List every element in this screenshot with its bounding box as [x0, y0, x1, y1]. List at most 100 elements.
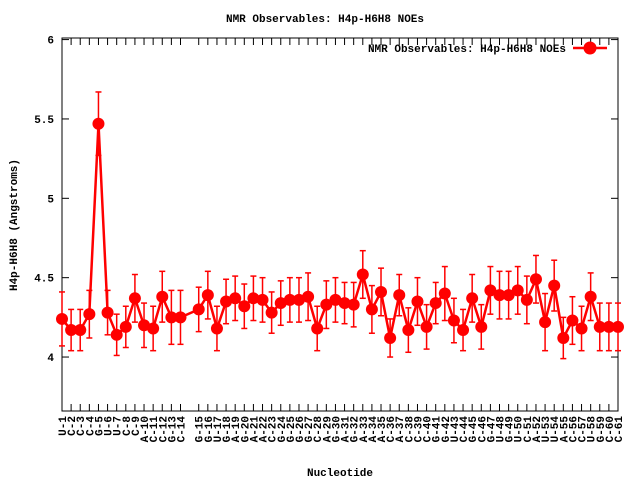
- data-point: [265, 306, 278, 319]
- x-tick-label: G-47: [486, 416, 498, 442]
- data-point: [110, 328, 123, 341]
- x-tick-label: A-31: [341, 416, 353, 443]
- x-tick-label: C-38: [404, 416, 416, 443]
- legend-label: NMR Observables: H4p-H6H8 NOEs: [368, 44, 566, 56]
- x-tick-label: G-24: [277, 416, 289, 443]
- x-tick-label: G-27: [304, 416, 316, 442]
- data-point: [156, 290, 169, 303]
- data-point: [92, 117, 105, 130]
- data-point: [83, 308, 96, 321]
- error-bars: [59, 91, 621, 360]
- data-point: [56, 312, 68, 325]
- x-tick-label: C-14: [176, 416, 188, 443]
- x-tick-label: A-29: [322, 416, 334, 442]
- data-point: [174, 311, 187, 324]
- x-tick-label: G-26: [295, 416, 307, 442]
- data-point: [283, 293, 296, 306]
- x-tick-label: A-10: [140, 416, 152, 442]
- x-tick-label: U-54: [550, 416, 562, 443]
- axis-ticks: [61, 38, 619, 411]
- x-tick-label: G-25: [286, 416, 298, 443]
- data-point: [447, 314, 460, 327]
- data-point: [229, 292, 242, 305]
- x-tick-label: C-12: [158, 416, 170, 442]
- x-tick-label: C-61: [614, 416, 626, 443]
- y-tick-labels: 4 4.5 5 5.5 6: [34, 36, 54, 365]
- x-tick-label: C-46: [477, 416, 489, 442]
- data-point: [566, 314, 579, 327]
- data-point: [548, 279, 561, 292]
- x-tick-label: U-48: [496, 416, 508, 443]
- x-tick-label: G-16: [204, 416, 216, 442]
- x-tick-label: G-45: [468, 416, 480, 443]
- x-tick-label: C-8: [122, 416, 134, 436]
- data-point: [220, 295, 233, 308]
- data-point: [165, 311, 178, 324]
- data-point: [429, 297, 442, 310]
- legend: NMR Observables: H4p-H6H8 NOEs: [368, 41, 607, 56]
- x-tick-label: A-21: [249, 416, 261, 443]
- data-point: [292, 293, 305, 306]
- x-tick-label: C-57: [578, 416, 590, 442]
- data-point: [502, 289, 515, 302]
- data-point: [74, 324, 87, 337]
- x-tick-label: A-35: [377, 416, 389, 443]
- data-point: [602, 320, 615, 333]
- x-tick-label: U-17: [213, 416, 225, 442]
- data-point: [101, 306, 114, 319]
- data-point: [138, 319, 151, 332]
- data-point: [338, 297, 351, 310]
- x-tick-label: C-3: [76, 416, 88, 436]
- x-tick-label: C-56: [568, 416, 580, 442]
- x-tick-label: C-9: [131, 416, 143, 436]
- data-point: [128, 292, 141, 305]
- x-tick-label: G-49: [505, 416, 517, 442]
- data-point: [302, 290, 315, 303]
- data-point: [557, 331, 570, 344]
- x-tick-label: C-39: [413, 416, 425, 442]
- x-tick-label: G-20: [240, 416, 252, 442]
- chart-title: NMR Observables: H4p-H6H8 NOEs: [226, 14, 424, 26]
- data-point: [329, 293, 342, 306]
- data-point: [384, 331, 397, 344]
- data-point: [466, 292, 479, 305]
- x-tick-label: U-6: [104, 416, 116, 436]
- y-tick-label: 5.5: [34, 115, 54, 127]
- data-point: [393, 289, 406, 302]
- legend-point-sample: [583, 41, 597, 55]
- x-tick-label: A-55: [559, 416, 571, 443]
- x-tick-label: G-30: [331, 416, 343, 442]
- data-point: [247, 292, 260, 305]
- x-tick-label: C-2: [67, 416, 79, 436]
- x-tick-label: C-23: [268, 416, 280, 443]
- data-point: [119, 320, 132, 333]
- data-point: [320, 298, 333, 311]
- x-tick-label: G-42: [441, 416, 453, 442]
- y-tick-label: 5: [47, 194, 54, 206]
- data-point: [593, 320, 606, 333]
- data-point: [256, 293, 269, 306]
- data-point: [402, 324, 415, 337]
- data-points: [56, 117, 624, 344]
- data-point: [493, 289, 506, 302]
- data-point: [612, 320, 624, 333]
- data-point: [375, 285, 388, 298]
- data-point: [365, 303, 378, 316]
- data-point: [347, 298, 360, 311]
- data-point: [584, 290, 597, 303]
- x-tick-label: U-53: [541, 416, 553, 443]
- x-tick-label: C-60: [605, 416, 617, 442]
- x-tick-label: U-43: [450, 416, 462, 443]
- data-point: [511, 284, 524, 297]
- x-tick-label: U-58: [587, 416, 599, 443]
- data-point: [484, 284, 497, 297]
- data-point: [520, 293, 533, 306]
- data-point: [238, 300, 251, 313]
- x-tick-label: C-4: [85, 416, 97, 436]
- data-point: [475, 320, 488, 333]
- x-tick-label: G-5: [94, 416, 106, 436]
- x-tick-label: A-34: [368, 416, 380, 443]
- x-tick-labels: U-1C-2C-3C-4G-5U-6U-7C-8C-9A-10C-11C-12G…: [58, 416, 626, 443]
- data-point: [201, 289, 214, 302]
